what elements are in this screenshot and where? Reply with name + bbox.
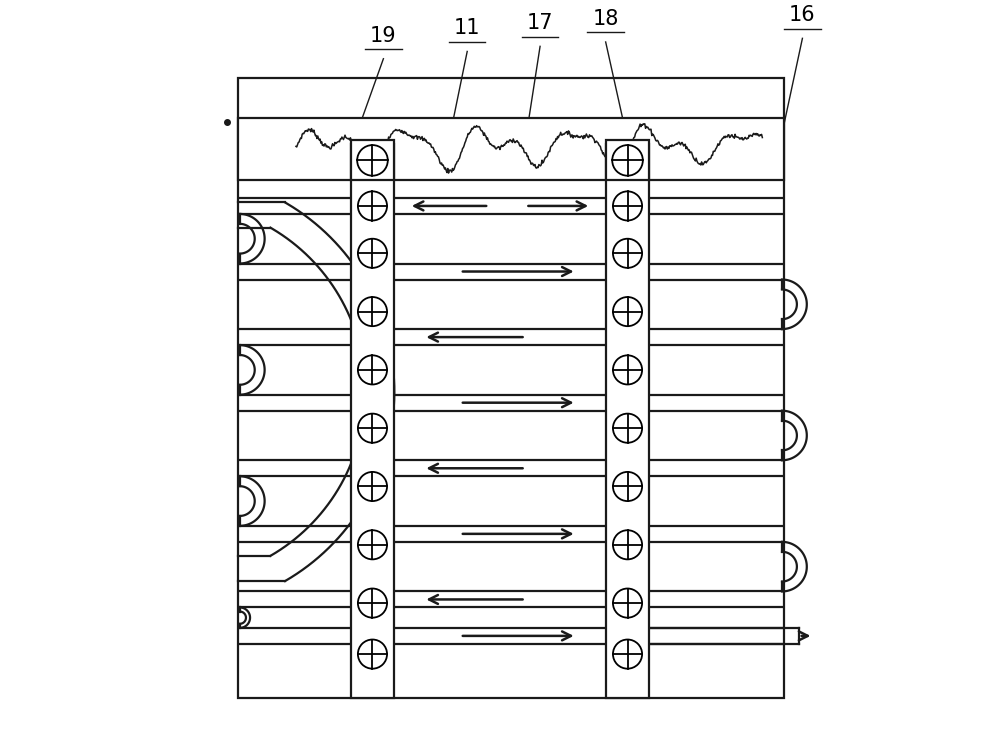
Bar — [238, 118, 784, 181]
Text: 17: 17 — [527, 14, 553, 33]
Text: 18: 18 — [592, 9, 619, 29]
Bar — [351, 144, 394, 698]
Bar — [606, 140, 649, 181]
Bar — [351, 140, 394, 181]
Bar — [238, 78, 784, 698]
Text: 16: 16 — [789, 5, 816, 25]
Text: 19: 19 — [370, 26, 397, 46]
Bar — [606, 144, 649, 698]
Text: 11: 11 — [454, 18, 480, 38]
